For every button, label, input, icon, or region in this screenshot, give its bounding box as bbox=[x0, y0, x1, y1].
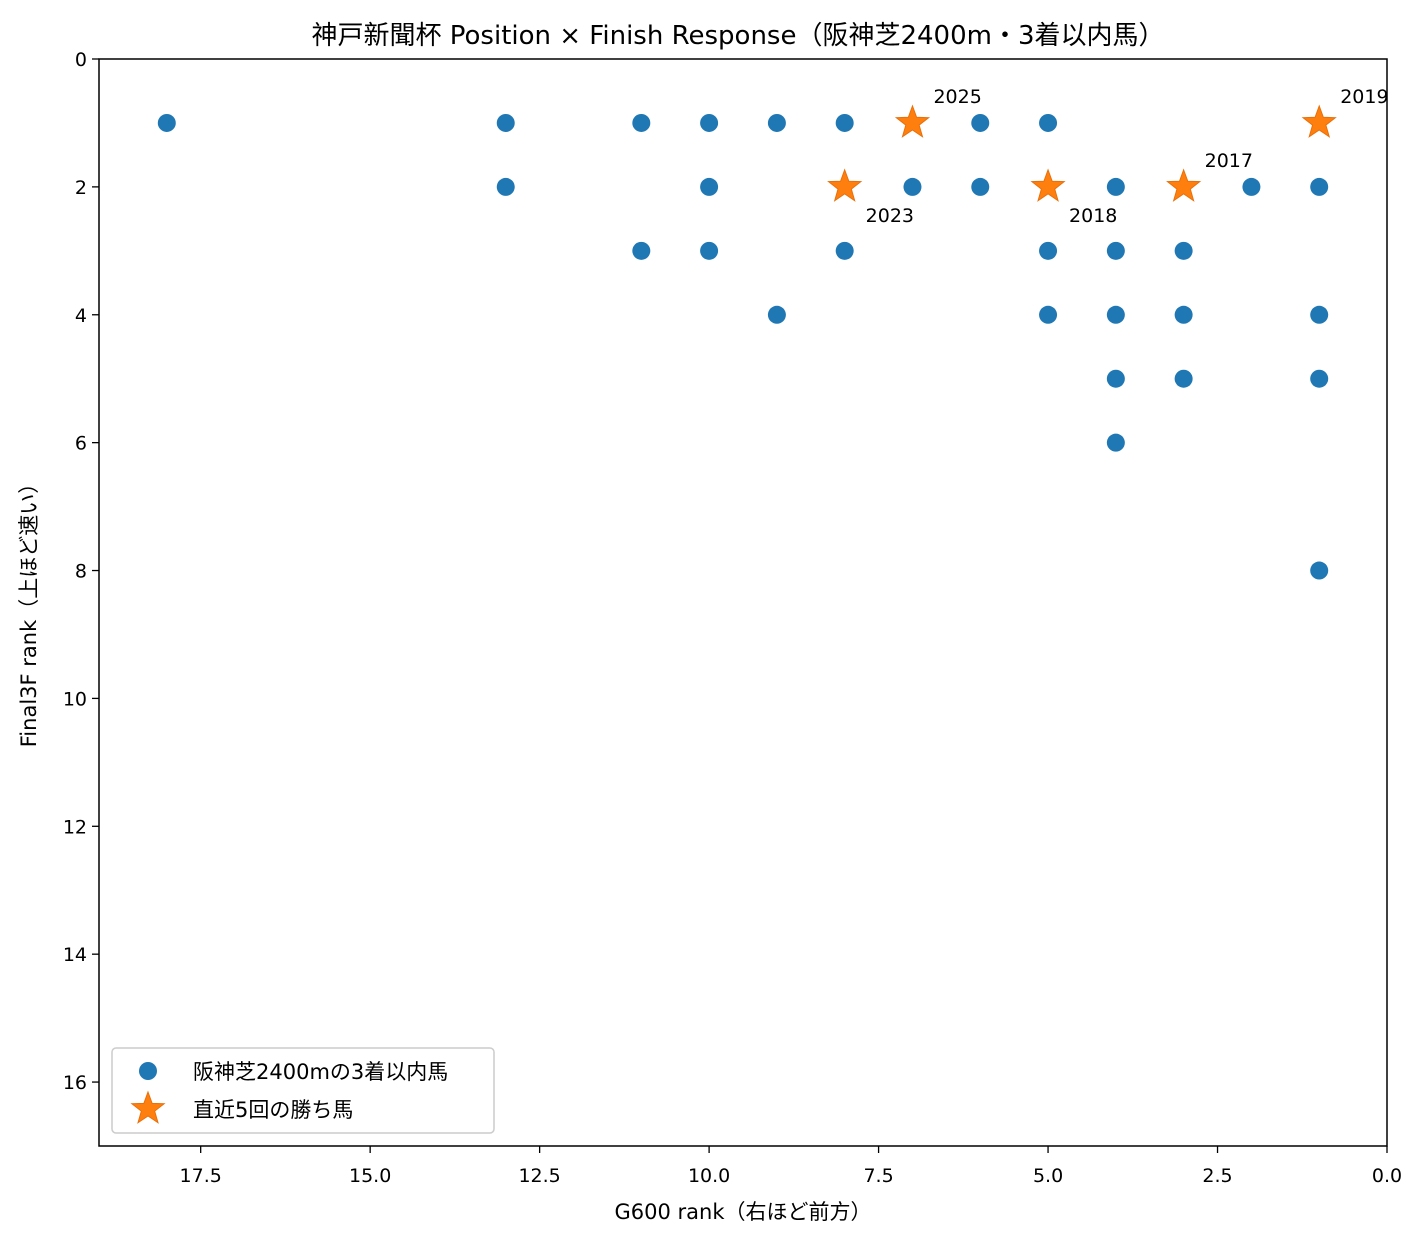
y-axis-label: Final3F rank（上ほど速い） bbox=[17, 473, 41, 748]
legend-box bbox=[111, 1047, 495, 1134]
winner-year-label: 2019 bbox=[1340, 86, 1388, 108]
data-point bbox=[1174, 305, 1193, 324]
data-point bbox=[971, 113, 990, 132]
y-tick-label: 12 bbox=[63, 816, 87, 838]
data-point bbox=[1106, 177, 1125, 196]
x-tick-label: 7.5 bbox=[863, 1165, 893, 1187]
x-tick-label: 10.0 bbox=[688, 1165, 730, 1187]
x-axis: 17.5 15.0 12.5 10.0 7.5 5.0 2.5 0.0 bbox=[180, 1146, 1402, 1187]
data-point bbox=[1106, 433, 1125, 452]
data-point bbox=[1106, 241, 1125, 260]
legend-label-series-2: 直近5回の勝ち馬 bbox=[193, 1098, 353, 1122]
x-tick-label: 17.5 bbox=[180, 1165, 222, 1187]
data-point bbox=[1310, 177, 1329, 196]
data-point bbox=[1106, 369, 1125, 388]
data-point bbox=[700, 113, 719, 132]
y-tick-label: 8 bbox=[75, 561, 87, 583]
winner-star bbox=[894, 104, 931, 138]
data-point bbox=[632, 113, 651, 132]
data-point bbox=[835, 241, 854, 260]
y-tick-label: 6 bbox=[75, 433, 87, 455]
y-tick-label: 14 bbox=[63, 944, 87, 966]
data-point bbox=[971, 177, 990, 196]
data-point bbox=[1039, 113, 1058, 132]
chart-title: 神戸新聞杯 Position × Finish Response（阪神芝2400… bbox=[312, 21, 1165, 51]
winner-year-label: 2017 bbox=[1205, 150, 1253, 172]
y-tick-label: 16 bbox=[63, 1072, 87, 1094]
y-tick-label: 10 bbox=[63, 688, 87, 710]
data-point bbox=[496, 177, 515, 196]
y-tick-label: 2 bbox=[75, 177, 87, 199]
data-point bbox=[903, 177, 922, 196]
y-tick-label: 0 bbox=[75, 49, 87, 71]
x-axis-label: G600 rank（右ほど前方） bbox=[614, 1200, 871, 1224]
data-point bbox=[1242, 177, 1261, 196]
winner-star bbox=[827, 168, 863, 202]
data-point bbox=[767, 305, 786, 324]
winner-year-label: 2023 bbox=[866, 205, 914, 227]
data-point bbox=[1310, 369, 1329, 388]
data-point bbox=[157, 113, 176, 132]
data-point bbox=[496, 113, 515, 132]
winner-star bbox=[1301, 104, 1337, 138]
data-point bbox=[1310, 561, 1329, 580]
data-point bbox=[1106, 305, 1125, 324]
data-point bbox=[700, 241, 719, 260]
winner-year-label: 2025 bbox=[933, 86, 981, 108]
x-tick-label: 12.5 bbox=[518, 1165, 560, 1187]
data-point bbox=[1310, 305, 1329, 324]
data-point bbox=[700, 177, 719, 196]
data-point bbox=[1174, 369, 1193, 388]
plot-frame bbox=[98, 58, 1388, 1147]
legend: 阪神芝2400mの3着以内馬 直近5回の勝ち馬 bbox=[111, 1047, 495, 1134]
data-point bbox=[1039, 241, 1058, 260]
legend-label-series-1: 阪神芝2400mの3着以内馬 bbox=[193, 1060, 448, 1084]
data-point bbox=[1174, 241, 1193, 260]
x-tick-label: 5.0 bbox=[1033, 1165, 1063, 1187]
plot-area: 2025 2019 2023 2018 2017 bbox=[157, 86, 1389, 580]
x-tick-label: 2.5 bbox=[1202, 1165, 1232, 1187]
winner-year-label: 2018 bbox=[1069, 205, 1117, 227]
y-axis: 0 2 4 6 8 10 12 14 16 bbox=[63, 49, 99, 1094]
x-tick-label: 15.0 bbox=[349, 1165, 391, 1187]
data-point bbox=[835, 113, 854, 132]
data-point bbox=[1039, 305, 1058, 324]
y-tick-label: 4 bbox=[75, 305, 87, 327]
winner-star bbox=[1166, 168, 1202, 202]
winner-star bbox=[1030, 168, 1066, 202]
data-point bbox=[767, 113, 786, 132]
legend-marker-star bbox=[130, 1090, 166, 1124]
data-point bbox=[632, 241, 651, 260]
legend-marker-circle bbox=[139, 1062, 157, 1080]
x-tick-label: 0.0 bbox=[1372, 1165, 1402, 1187]
